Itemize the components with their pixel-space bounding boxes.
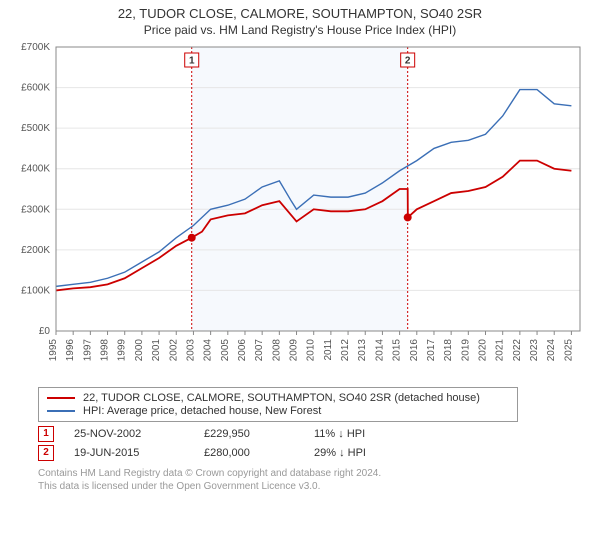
svg-text:£100K: £100K — [21, 285, 50, 296]
svg-text:2009: 2009 — [289, 338, 300, 361]
svg-text:1997: 1997 — [82, 338, 93, 361]
svg-text:2019: 2019 — [460, 338, 471, 361]
svg-text:2007: 2007 — [254, 338, 265, 361]
event-marker-box: 1 — [38, 426, 54, 442]
svg-text:2013: 2013 — [357, 338, 368, 361]
svg-text:2015: 2015 — [392, 338, 403, 361]
event-row: 1 25-NOV-2002 £229,950 11% ↓ HPI — [38, 426, 588, 442]
svg-text:2008: 2008 — [271, 338, 282, 361]
svg-text:2: 2 — [405, 56, 411, 67]
svg-text:2012: 2012 — [340, 338, 351, 361]
svg-text:£300K: £300K — [21, 204, 50, 215]
svg-text:£500K: £500K — [21, 123, 50, 134]
legend: 22, TUDOR CLOSE, CALMORE, SOUTHAMPTON, S… — [38, 387, 518, 422]
svg-text:2000: 2000 — [134, 338, 145, 361]
svg-text:£700K: £700K — [21, 42, 50, 53]
svg-text:1995: 1995 — [48, 338, 59, 361]
svg-text:2016: 2016 — [409, 338, 420, 361]
svg-text:1996: 1996 — [65, 338, 76, 361]
event-date: 25-NOV-2002 — [74, 428, 184, 440]
legend-label: 22, TUDOR CLOSE, CALMORE, SOUTHAMPTON, S… — [83, 392, 480, 404]
svg-text:2014: 2014 — [374, 338, 385, 361]
svg-text:2017: 2017 — [426, 338, 437, 361]
svg-text:2024: 2024 — [546, 338, 557, 361]
svg-text:1999: 1999 — [117, 338, 128, 361]
chart-subtitle: Price paid vs. HM Land Registry's House … — [10, 23, 590, 37]
svg-text:2003: 2003 — [185, 338, 196, 361]
svg-text:2011: 2011 — [323, 338, 334, 360]
svg-text:2021: 2021 — [495, 338, 506, 361]
svg-text:£600K: £600K — [21, 82, 50, 93]
price-chart: £0 £100K £200K £300K £400K £500K £600K £700K 199… — [10, 41, 590, 371]
event-marker-box: 2 — [38, 445, 54, 461]
svg-text:2020: 2020 — [478, 338, 489, 361]
event-price: £229,950 — [204, 428, 294, 440]
svg-text:1: 1 — [189, 56, 195, 67]
legend-swatch — [47, 397, 75, 399]
event-price: £280,000 — [204, 447, 294, 459]
legend-swatch — [47, 410, 75, 412]
svg-text:2010: 2010 — [306, 338, 317, 361]
event-delta: 11% ↓ HPI — [314, 428, 365, 440]
chart-title: 22, TUDOR CLOSE, CALMORE, SOUTHAMPTON, S… — [10, 6, 590, 23]
svg-text:£0: £0 — [39, 326, 51, 337]
svg-text:2025: 2025 — [563, 338, 574, 361]
event-date: 19-JUN-2015 — [74, 447, 184, 459]
footer-line-1: Contains HM Land Registry data © Crown c… — [38, 467, 588, 480]
event-delta: 29% ↓ HPI — [314, 447, 366, 459]
svg-text:2005: 2005 — [220, 338, 231, 361]
footer-line-2: This data is licensed under the Open Gov… — [38, 480, 588, 493]
svg-text:£200K: £200K — [21, 245, 50, 256]
legend-label: HPI: Average price, detached house, New … — [83, 405, 321, 417]
svg-text:2001: 2001 — [151, 338, 162, 361]
events-table: 1 25-NOV-2002 £229,950 11% ↓ HPI 2 19-JUN-201… — [38, 426, 588, 461]
svg-text:2002: 2002 — [168, 338, 179, 361]
svg-text:£400K: £400K — [21, 164, 50, 175]
svg-text:2018: 2018 — [443, 338, 454, 361]
svg-text:2023: 2023 — [529, 338, 540, 361]
svg-text:1998: 1998 — [100, 338, 111, 361]
footer: Contains HM Land Registry data © Crown c… — [38, 467, 588, 493]
svg-text:2004: 2004 — [203, 338, 214, 361]
svg-text:2006: 2006 — [237, 338, 248, 361]
event-row: 2 19-JUN-2015 £280,000 29% ↓ HPI — [38, 445, 588, 461]
svg-text:2022: 2022 — [512, 338, 523, 361]
legend-row: 22, TUDOR CLOSE, CALMORE, SOUTHAMPTON, S… — [47, 392, 509, 404]
legend-row: HPI: Average price, detached house, New … — [47, 405, 509, 417]
